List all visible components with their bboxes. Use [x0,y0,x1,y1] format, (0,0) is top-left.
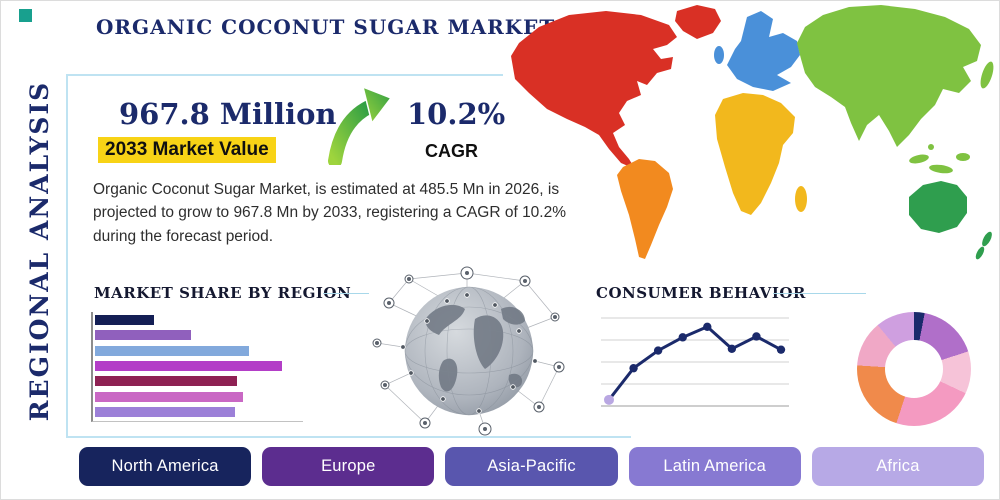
market-share-heading: MARKET SHARE BY REGION [94,284,351,302]
region-button-latin-america[interactable]: Latin America [629,447,801,486]
map-region-north-america [511,11,677,169]
panel-border-left [66,74,68,438]
sidebar-vertical-title: REGIONAL ANALYSIS [17,71,61,431]
cagr-label: CAGR [425,141,478,162]
region-button-north-america[interactable]: North America [79,447,251,486]
globe-network-graphic [367,265,572,437]
map-region-asia [797,5,981,147]
market-value-stat: 967.8 Million [119,97,337,131]
consumer-behavior-line-chart [599,310,791,416]
map-region-greenland [675,5,721,39]
growth-arrow-icon [327,85,393,165]
infographic-canvas: REGIONAL ANALYSIS ORGANIC COCONUT SUGAR … [0,0,1000,500]
bar-segment [95,330,191,340]
region-button-africa[interactable]: Africa [812,447,984,486]
bar-segment [95,392,243,402]
region-button-europe[interactable]: Europe [262,447,434,486]
map-region-madagascar [795,186,807,212]
market-share-bar-chart [91,312,303,422]
page-title: ORGANIC COCONUT SUGAR MARKET [96,15,555,39]
map-region-south-america [617,159,673,259]
region-button-asia-pacific[interactable]: Asia-Pacific [445,447,617,486]
consumer-behavior-heading-rule [773,293,866,294]
bar-segment [95,315,154,325]
panel-border-top [66,74,503,76]
bar-segment [95,346,249,356]
map-region-united-kingdom [714,46,724,64]
map-region-japan [978,60,996,90]
region-buttons-row: North America Europe Asia-Pacific Latin Ame… [79,447,984,486]
bar-segment [95,407,235,417]
map-region-europe [727,11,800,91]
map-region-africa [715,93,795,215]
map-region-southeast-asia-group [908,144,970,175]
market-share-heading-rule [323,293,369,294]
bar-segment [95,376,237,386]
cagr-stat: 10.2% [407,97,505,131]
bar-segment [95,361,282,371]
map-region-new-zealand-group [974,230,994,260]
region-donut-chart [857,312,971,426]
market-value-label: 2033 Market Value [98,137,276,163]
world-map [501,1,1000,266]
accent-square [19,9,32,22]
map-region-australia [909,181,967,233]
